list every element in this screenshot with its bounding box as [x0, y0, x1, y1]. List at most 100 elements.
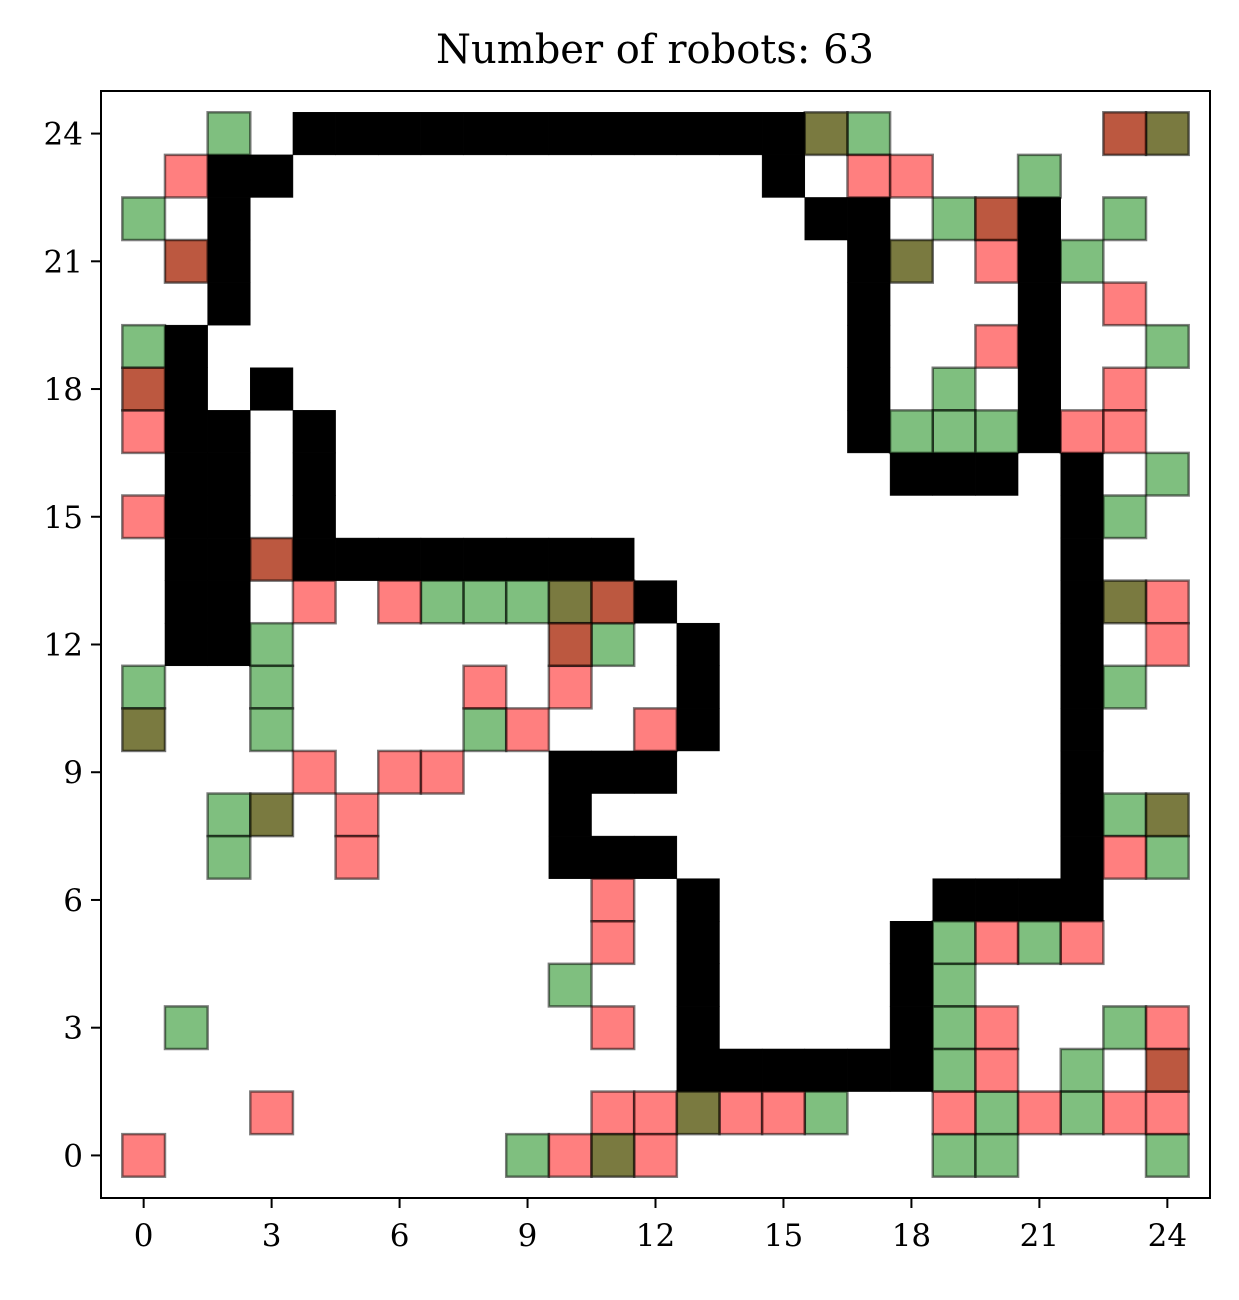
green-cell [1059, 1047, 1105, 1093]
wall-cell [1060, 622, 1104, 667]
wall-cell [1017, 197, 1061, 241]
y-tick-label: 12 [44, 628, 83, 664]
green-cell [462, 579, 508, 625]
dark-green-cell [590, 1132, 636, 1178]
wall-cell [1060, 665, 1104, 709]
wall-cell [1060, 452, 1104, 496]
red-cell [419, 749, 465, 795]
wall-cell [889, 452, 933, 496]
wall-cell [1017, 367, 1061, 411]
green-cell [931, 1047, 977, 1093]
green-cell [1102, 494, 1148, 540]
dark-red-cell [1144, 1047, 1190, 1093]
wall-cell [847, 324, 891, 368]
red-cell [590, 877, 636, 923]
green-cell [249, 707, 295, 753]
y-tick-label: 18 [44, 372, 83, 408]
red-cell [1144, 621, 1190, 668]
red-cell [1102, 834, 1148, 880]
dark-red-cell [1102, 111, 1148, 157]
y-tick-label: 15 [44, 500, 83, 536]
red-cell [590, 1005, 636, 1051]
red-cell [1144, 1005, 1190, 1051]
green-cell [1016, 920, 1062, 966]
y-tick-label: 6 [63, 883, 83, 919]
dark-green-cell [249, 792, 295, 838]
green-cell [121, 664, 167, 710]
wall-cell [1060, 580, 1104, 624]
x-tick-label: 21 [1020, 1218, 1059, 1254]
red-cell [1144, 1090, 1190, 1136]
wall-cell [164, 452, 208, 496]
red-cell [1102, 1090, 1148, 1136]
x-axis: 0 3 6 9 12 15 18 21 24 [134, 1198, 1187, 1254]
wall-cell [207, 239, 251, 283]
dark-green-cell [547, 579, 593, 625]
wall-cell [633, 112, 678, 156]
red-cell [1059, 409, 1105, 455]
red-cell [632, 1132, 679, 1178]
dark-red-cell [249, 536, 295, 582]
wall-cell [761, 1048, 806, 1092]
y-tick-label: 24 [44, 117, 83, 153]
dark-red-cell [974, 196, 1020, 242]
wall-cell [548, 112, 592, 156]
green-cell [121, 196, 167, 242]
dark-red-cell [590, 579, 636, 625]
green-cell [249, 621, 295, 668]
wall-cell [1017, 324, 1061, 368]
wall-cell [719, 112, 763, 156]
red-cell [974, 238, 1020, 284]
wall-cell [719, 1048, 763, 1092]
dark-green-cell [675, 1090, 721, 1136]
wall-cell [932, 878, 976, 922]
wall-cell [548, 537, 592, 581]
wall-cell [847, 282, 891, 326]
green-cell [931, 1005, 977, 1051]
green-cell [504, 579, 551, 625]
wall-cell [847, 367, 891, 411]
red-cell [163, 153, 209, 199]
green-cell [1144, 323, 1190, 369]
red-cell [590, 1090, 636, 1136]
wall-cell [1017, 282, 1061, 326]
wall-cell [164, 367, 208, 411]
wall-cell [207, 622, 251, 667]
dark-green-cell [121, 707, 167, 753]
x-tick-label: 3 [262, 1218, 282, 1254]
green-cell [1144, 451, 1190, 497]
wall-cell [847, 410, 891, 454]
wall-cell [505, 112, 550, 156]
red-cell [291, 749, 337, 795]
green-cell [419, 579, 465, 625]
green-cell [1102, 1005, 1148, 1051]
wall-cell [1060, 495, 1104, 539]
y-axis: 0 3 6 9 12 15 18 21 24 [44, 117, 101, 1174]
wall-cell [164, 622, 208, 667]
wall-cell [676, 1048, 720, 1092]
green-cell [931, 962, 977, 1008]
wall-cell [292, 537, 336, 581]
green-cell [163, 1005, 209, 1051]
wall-cell [420, 537, 464, 581]
red-cell [974, 323, 1020, 369]
wall-cell [292, 495, 336, 539]
green-cell [504, 1132, 551, 1178]
red-cell [1102, 366, 1148, 412]
x-tick-label: 24 [1148, 1218, 1187, 1254]
red-cell [974, 920, 1020, 966]
red-cell [547, 1132, 593, 1178]
cells-layer [121, 111, 1190, 1178]
red-cell [121, 1132, 167, 1178]
wall-cell [164, 580, 208, 624]
red-cell [846, 153, 892, 199]
wall-cell [207, 495, 251, 539]
wall-cell [847, 1048, 891, 1092]
wall-cell [335, 537, 379, 581]
dark-green-cell [803, 111, 849, 157]
green-cell [974, 1132, 1020, 1178]
wall-cell [847, 197, 891, 241]
red-cell [888, 153, 934, 199]
green-cell [931, 409, 977, 455]
